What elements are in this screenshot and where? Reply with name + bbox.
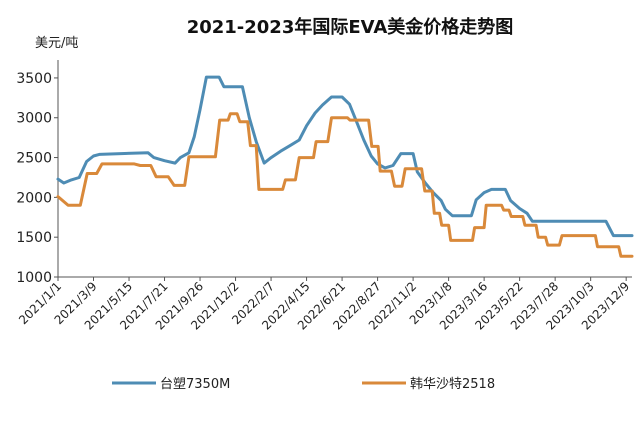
axes bbox=[57, 60, 632, 278]
y-tick-label: 1000 bbox=[16, 270, 52, 286]
y-axis-ticks: 3500 3000 2500 2000 1500 1000 bbox=[16, 71, 58, 286]
legend: 台塑7350M 韩华沙特2518 bbox=[112, 377, 495, 392]
series-line-1 bbox=[56, 112, 634, 258]
unit-label: 美元/吨 bbox=[35, 36, 78, 51]
series-line-0 bbox=[56, 75, 634, 238]
legend-label-1: 韩华沙特2518 bbox=[410, 377, 495, 392]
chart-title: 2021-2023年国际EVA美金价格走势图 bbox=[187, 16, 514, 38]
x-axis-ticks: 2021/1/12021/3/92021/5/152021/7/212021/9… bbox=[16, 277, 632, 333]
y-tick-label: 2000 bbox=[16, 190, 52, 206]
y-tick-label: 3000 bbox=[16, 111, 52, 127]
y-tick-label: 1500 bbox=[16, 230, 52, 246]
y-tick-label: 2500 bbox=[16, 151, 52, 167]
legend-label-0: 台塑7350M bbox=[160, 377, 230, 392]
series-lines bbox=[56, 75, 634, 258]
y-tick-label: 3500 bbox=[16, 71, 52, 87]
